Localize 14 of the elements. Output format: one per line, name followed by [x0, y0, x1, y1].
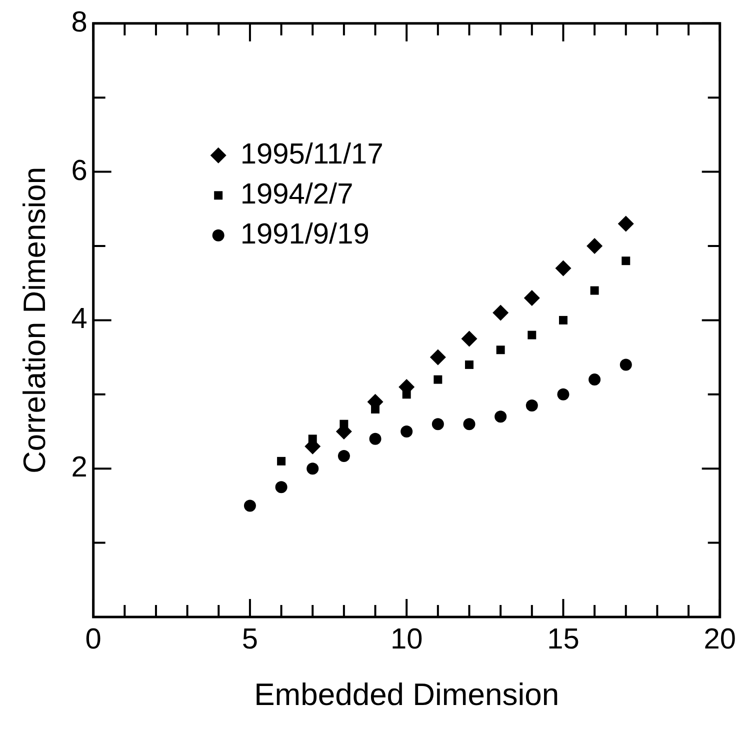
y-tick-label: 4	[71, 303, 88, 336]
y-tick-label: 8	[71, 6, 88, 38]
legend-label: 1995/11/17	[240, 138, 384, 170]
legend-label: 1991/9/19	[240, 218, 370, 250]
x-axis-title: Embedded Dimension	[254, 676, 560, 712]
x-tick-label: 20	[704, 623, 736, 656]
x-tick-label: 15	[547, 623, 580, 656]
x-tick-label: 5	[242, 623, 258, 656]
x-tick-label: 10	[390, 623, 423, 656]
y-tick-label: 2	[71, 452, 88, 484]
legend-label: 1994/2/7	[240, 178, 354, 210]
y-axis-title: Correlation Dimension	[17, 166, 52, 474]
x-tick-label: 0	[85, 623, 102, 656]
y-tick-label: 6	[71, 154, 88, 187]
